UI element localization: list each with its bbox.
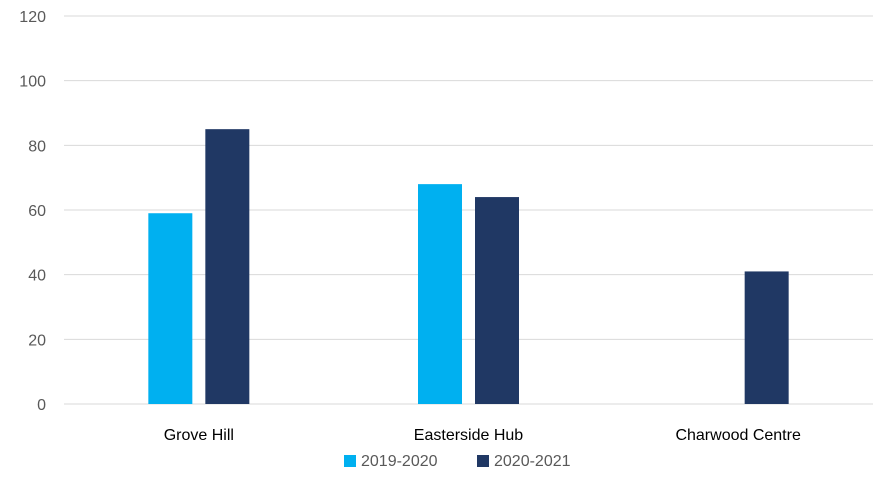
legend-label: 2020-2021 — [494, 453, 571, 470]
bar — [148, 213, 193, 404]
y-tick-label: 80 — [28, 138, 46, 155]
x-tick-label: Grove Hill — [164, 427, 234, 444]
bars — [148, 129, 789, 404]
bar — [475, 197, 519, 404]
legend-swatch — [344, 455, 356, 467]
legend-swatch — [477, 455, 489, 467]
bar — [205, 129, 250, 404]
x-axis-ticks: Grove Hill Easterside Hub Charwood Centre — [164, 427, 801, 444]
x-tick-label: Charwood Centre — [675, 427, 801, 444]
y-tick-label: 40 — [28, 268, 46, 285]
y-tick-label: 20 — [28, 332, 46, 349]
y-tick-label: 100 — [19, 74, 46, 91]
y-tick-label: 60 — [28, 203, 46, 220]
y-axis-ticks: 0 20 40 60 80 100 120 — [19, 9, 46, 414]
y-tick-label: 120 — [19, 9, 46, 26]
gridlines — [64, 15, 873, 405]
bar — [418, 184, 462, 404]
bar — [744, 271, 789, 404]
legend: 2019-2020 2020-2021 — [344, 453, 571, 470]
legend-label: 2019-2020 — [361, 453, 438, 470]
x-tick-label: Easterside Hub — [414, 427, 523, 444]
y-tick-label: 0 — [37, 397, 46, 414]
